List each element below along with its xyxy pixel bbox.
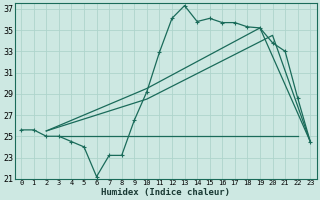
- X-axis label: Humidex (Indice chaleur): Humidex (Indice chaleur): [101, 188, 230, 197]
